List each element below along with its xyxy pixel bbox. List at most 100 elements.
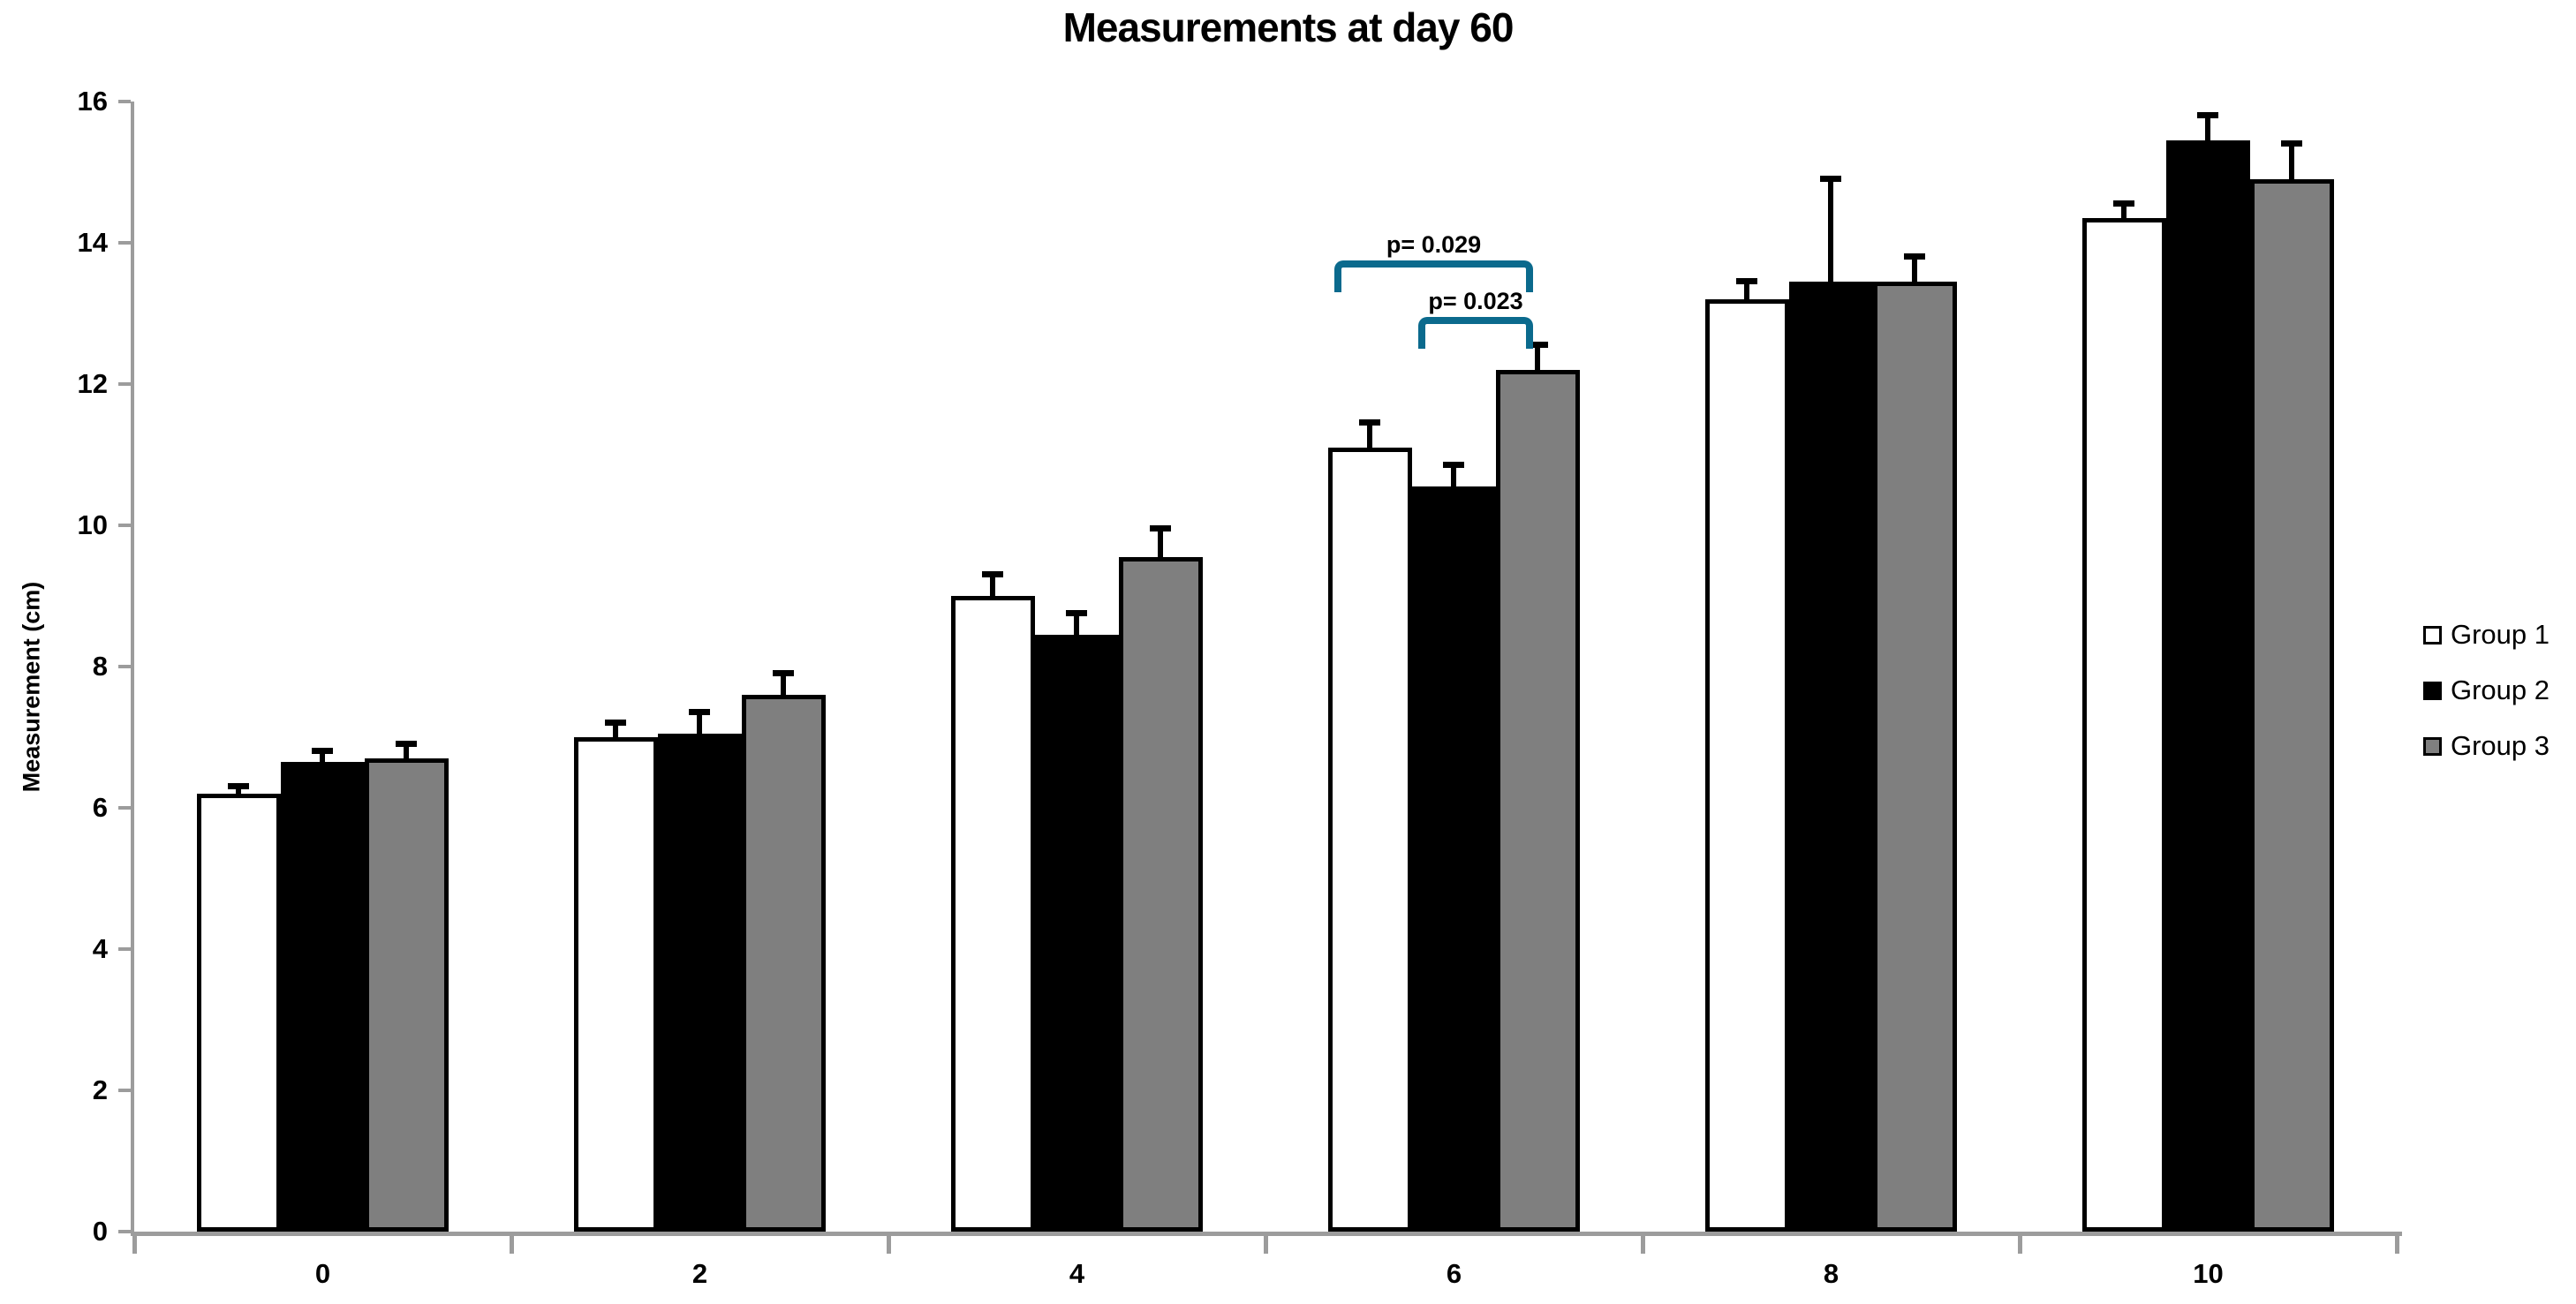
legend-marker-icon xyxy=(2423,681,2442,700)
error-bar-stem xyxy=(613,723,618,737)
x-axis-tick xyxy=(1264,1236,1268,1254)
bar-group-3-day10 xyxy=(2249,179,2334,1232)
error-bar-cap xyxy=(605,720,626,726)
error-bar-cap xyxy=(2197,112,2218,118)
y-axis-title: Measurement (cm) xyxy=(18,581,45,793)
bar-group-3-day6 xyxy=(1495,370,1580,1232)
bar-group-3-day8 xyxy=(1872,282,1957,1232)
error-bar-cap xyxy=(1359,419,1380,426)
x-tick-label: 2 xyxy=(691,1258,708,1289)
y-axis-line xyxy=(131,102,134,1232)
y-tick-label: 14 xyxy=(77,227,108,258)
bar-group-2-day0 xyxy=(280,762,365,1232)
x-axis-tick xyxy=(2395,1236,2399,1254)
bar-group-2-day4 xyxy=(1034,635,1119,1232)
x-tick-label: 6 xyxy=(1446,1258,1462,1289)
error-bar-stem xyxy=(2205,116,2210,140)
bar-group-1-day10 xyxy=(2081,218,2166,1232)
error-bar-cap xyxy=(1066,610,1087,616)
bar-group-2-day8 xyxy=(1788,282,1873,1232)
legend-marker-icon xyxy=(2423,736,2442,756)
x-tick-label: 10 xyxy=(2193,1258,2224,1289)
x-tick-label: 4 xyxy=(1069,1258,1085,1289)
bar-group-3-day4 xyxy=(1118,557,1203,1232)
x-axis-tick xyxy=(1641,1236,1645,1254)
error-bar-cap xyxy=(773,670,794,676)
error-bar-stem xyxy=(1074,614,1079,635)
y-axis-tick xyxy=(118,806,131,810)
error-bar-stem xyxy=(1828,179,1833,282)
error-bar-cap xyxy=(228,783,249,789)
error-bar-cap xyxy=(1904,253,1925,260)
legend-label: Group 2 xyxy=(2451,675,2550,705)
y-axis-tick xyxy=(118,100,131,103)
legend-item-group-1: Group 1 xyxy=(2423,619,2550,650)
x-axis-tick xyxy=(2018,1236,2022,1254)
x-axis-line xyxy=(131,1232,2402,1236)
error-bar-stem xyxy=(697,712,702,734)
bar-group-1-day0 xyxy=(196,794,281,1232)
y-axis-tick xyxy=(118,947,131,951)
bar-group-2-day2 xyxy=(657,734,742,1232)
error-bar-stem xyxy=(2121,204,2127,218)
error-bar-cap xyxy=(396,741,417,747)
y-tick-label: 0 xyxy=(92,1216,108,1247)
plot-area: 0 2 4 6 8 10 12 14 16 0 2 4 6 8 10 p= 0.029 p= 0.023 xyxy=(78,86,2402,1289)
y-tick-label: 6 xyxy=(92,792,108,823)
significance-bracket xyxy=(1418,317,1533,349)
p-value-label: p= 0.029 xyxy=(1386,231,1482,258)
legend-label: Group 3 xyxy=(2451,730,2550,761)
bar-group-3-day0 xyxy=(364,758,449,1232)
legend-item-group-2: Group 2 xyxy=(2423,675,2550,705)
bar-group-2-day6 xyxy=(1411,486,1496,1232)
y-tick-label: 10 xyxy=(77,509,108,540)
y-axis-tick xyxy=(118,665,131,668)
legend-label: Group 1 xyxy=(2451,619,2550,650)
error-bar-cap xyxy=(1150,525,1171,531)
y-axis-tick xyxy=(118,524,131,527)
error-bar-stem xyxy=(2289,144,2294,179)
error-bar-stem xyxy=(1912,257,1917,282)
error-bar-stem xyxy=(1535,345,1540,370)
bar-group-1-day8 xyxy=(1704,299,1789,1232)
error-bar-stem xyxy=(1744,282,1749,299)
error-bar-cap xyxy=(982,571,1003,577)
bar-group-3-day2 xyxy=(741,695,826,1232)
error-bar-cap xyxy=(1527,342,1548,348)
y-axis-tick xyxy=(118,382,131,386)
error-bar-stem xyxy=(404,744,409,758)
error-bar-stem xyxy=(236,787,241,794)
error-bar-cap xyxy=(689,709,710,715)
p-value-label: p= 0.023 xyxy=(1428,288,1523,314)
y-axis-tick xyxy=(118,1089,131,1092)
error-bar-cap xyxy=(1820,176,1841,182)
y-tick-label: 8 xyxy=(92,651,108,682)
y-tick-label: 16 xyxy=(77,86,108,117)
x-axis-tick xyxy=(132,1236,137,1254)
significance-bracket xyxy=(1334,260,1533,292)
y-axis-tick xyxy=(118,241,131,245)
error-bar-stem xyxy=(1451,465,1456,486)
error-bar-cap xyxy=(2281,140,2302,147)
y-axis-tick xyxy=(118,1230,131,1233)
y-tick-label: 2 xyxy=(92,1074,108,1105)
y-tick-label: 12 xyxy=(77,368,108,399)
x-axis-tick xyxy=(510,1236,514,1254)
error-bar-stem xyxy=(781,674,786,695)
error-bar-cap xyxy=(1443,462,1464,468)
x-tick-label: 0 xyxy=(314,1258,331,1289)
chart-title: Measurements at day 60 xyxy=(1062,4,1515,50)
error-bar-stem xyxy=(990,575,995,596)
legend-marker-icon xyxy=(2423,625,2442,644)
error-bar-cap xyxy=(1736,278,1757,284)
y-tick-label: 4 xyxy=(92,933,108,964)
bar-group-1-day2 xyxy=(573,737,658,1232)
bar-group-1-day6 xyxy=(1327,448,1412,1232)
error-bar-stem xyxy=(1367,423,1372,448)
x-axis-tick xyxy=(887,1236,891,1254)
bar-group-1-day4 xyxy=(950,596,1035,1232)
bar-group-2-day10 xyxy=(2165,140,2250,1232)
error-bar-stem xyxy=(320,751,325,762)
legend: Group 1 Group 2 Group 3 xyxy=(2423,619,2550,761)
